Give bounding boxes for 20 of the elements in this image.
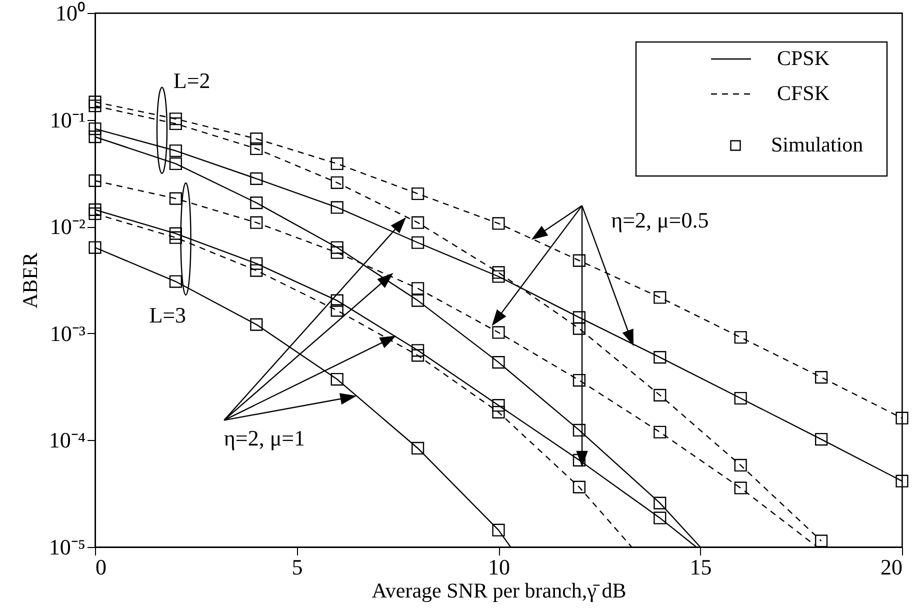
- y-tick-label: 10⁻⁴: [48, 428, 86, 453]
- y-tick-label: 10⁻⁵: [48, 534, 86, 560]
- x-tick-label: 5: [292, 554, 303, 580]
- y-tick-label: 10⁻¹: [50, 107, 86, 132]
- legend-label: CFSK: [777, 81, 830, 105]
- x-tick-label: 20: [880, 554, 902, 580]
- annotation: L=3: [149, 302, 186, 328]
- y-axis-title: ABER: [18, 252, 42, 309]
- x-tick-label: 10: [488, 554, 510, 580]
- y-tick-label: 10⁻²: [50, 214, 86, 240]
- x-tick-label: 15: [690, 554, 712, 580]
- legend-label: CPSK: [777, 46, 830, 70]
- annotation: η=2, μ=1: [224, 425, 306, 450]
- x-tick-label: 0: [96, 554, 106, 580]
- y-tick-label: 10⁰: [56, 0, 86, 26]
- annotation: L=2: [173, 68, 210, 93]
- y-tick-label: 10⁻³: [50, 320, 86, 346]
- legend-label: Simulation: [771, 132, 864, 156]
- annotation: η=2, μ=0.5: [611, 208, 709, 233]
- x-axis-title: Average SNR per branch,γ̄ dB: [372, 578, 626, 602]
